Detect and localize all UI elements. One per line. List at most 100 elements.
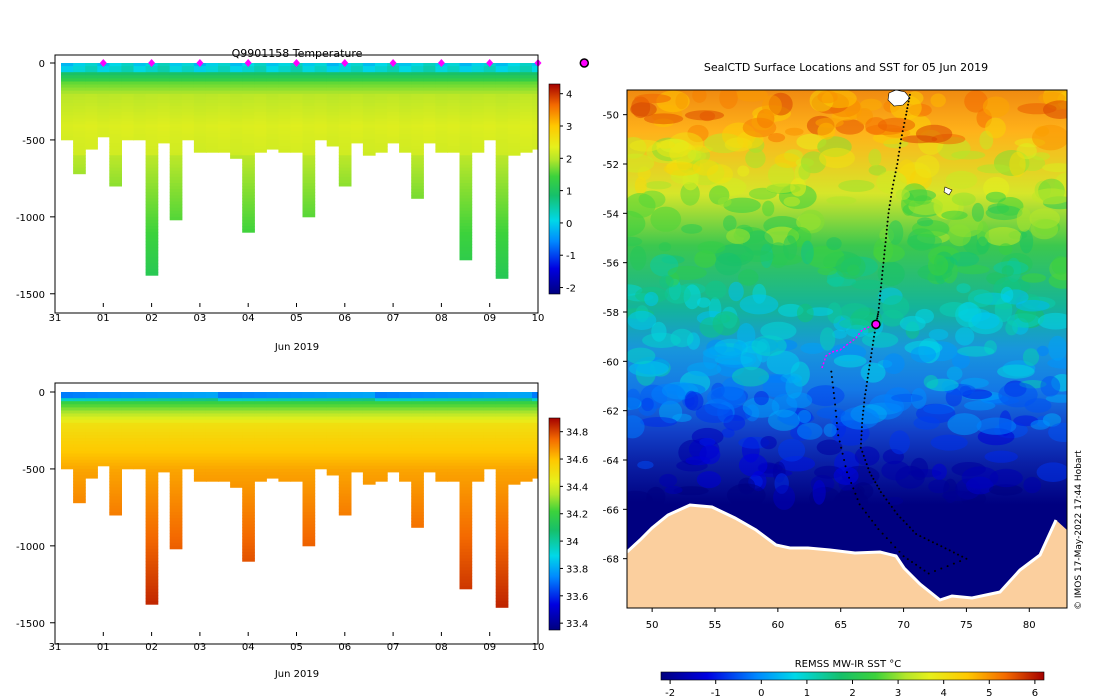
section-cell <box>97 87 110 92</box>
track-point <box>836 428 839 431</box>
section-cell <box>387 75 400 79</box>
section-cell <box>459 158 473 162</box>
section-cell <box>338 72 352 76</box>
section-cell <box>242 176 255 181</box>
section-cell <box>73 69 86 73</box>
section-cell <box>519 459 533 464</box>
section-cell <box>471 121 485 125</box>
section-cell <box>532 139 538 144</box>
section-cell <box>544 404 557 408</box>
section-cell <box>133 106 147 110</box>
section-cell <box>97 78 110 82</box>
section-cell <box>411 459 424 464</box>
section-cell <box>218 146 231 150</box>
section-cell <box>290 407 304 411</box>
track-point <box>852 487 855 490</box>
section-cell <box>375 103 388 107</box>
track-point <box>879 491 882 494</box>
section-cell <box>435 146 449 150</box>
section-cell <box>519 84 533 88</box>
section-cell <box>169 152 183 156</box>
section-cell <box>169 462 183 467</box>
section-cell <box>302 453 316 457</box>
section-cell <box>302 533 316 537</box>
sst-texture-blob <box>967 289 994 308</box>
section-cell <box>73 106 86 110</box>
section-cell <box>218 99 231 104</box>
section-cell <box>254 112 267 116</box>
section-cell <box>326 462 340 467</box>
sst-texture-blob <box>994 297 1013 323</box>
section-cell <box>85 450 98 454</box>
section-cell <box>266 103 279 107</box>
section-cell <box>375 398 388 402</box>
section-cell <box>145 96 159 101</box>
section-cell <box>532 136 538 141</box>
section-cell <box>218 121 231 125</box>
sst-texture-blob <box>882 295 910 319</box>
section-cell <box>205 395 219 399</box>
section-cell <box>568 78 581 82</box>
section-cell <box>254 444 267 448</box>
sst-texture-blob <box>817 90 838 104</box>
x-tick-label: 03 <box>194 313 207 324</box>
section-cell <box>459 155 473 159</box>
section-cell <box>242 124 255 128</box>
section-cell <box>387 93 400 98</box>
track-point <box>965 557 968 560</box>
section-cell <box>556 78 569 82</box>
track-point <box>908 97 911 100</box>
section-cell <box>133 96 147 101</box>
sst-texture-blob <box>1019 229 1034 254</box>
section-cell <box>375 401 388 405</box>
section-cell <box>230 124 243 128</box>
section-cell <box>519 450 533 454</box>
section-cell <box>169 419 183 424</box>
section-cell <box>387 450 400 454</box>
track-point <box>864 393 867 396</box>
section-cell <box>85 456 98 461</box>
section-cell <box>495 453 509 457</box>
temperature-x-axis: 31 01 02 03 04 05 06 07 08 09 10 <box>49 303 544 324</box>
section-cell <box>302 432 316 436</box>
section-cell <box>387 410 400 414</box>
section-cell <box>145 487 159 491</box>
section-cell <box>169 432 183 436</box>
y-tick-label: -50 <box>603 111 619 122</box>
section-cell <box>483 398 497 402</box>
section-cell <box>375 428 388 433</box>
sst-texture-blob <box>971 202 985 222</box>
section-cell <box>73 419 86 424</box>
section-cell <box>242 419 255 424</box>
section-cell <box>507 459 521 464</box>
section-cell <box>242 183 255 187</box>
section-cell <box>507 136 521 141</box>
sst-texture-blob <box>1031 188 1067 205</box>
section-cell <box>483 401 497 405</box>
section-cell <box>290 453 304 457</box>
section-cell <box>218 93 231 98</box>
section-cell <box>423 459 436 464</box>
section-cell <box>568 392 581 396</box>
section-cell <box>435 99 449 104</box>
section-cell <box>109 450 122 454</box>
section-cell <box>495 425 509 430</box>
section-cell <box>519 127 533 132</box>
section-cell <box>290 139 304 144</box>
section-cell <box>169 505 183 510</box>
section-cell <box>459 450 473 454</box>
section-cell <box>73 481 86 485</box>
section-cell <box>242 459 255 464</box>
section-cell <box>85 401 98 405</box>
section-cell <box>447 146 461 150</box>
section-cell <box>266 407 279 411</box>
section-cell <box>314 130 328 135</box>
track-point <box>888 502 891 505</box>
x-tick-label: 04 <box>242 313 255 324</box>
section-cell <box>435 75 449 79</box>
section-cell <box>556 63 569 67</box>
section-cell <box>495 115 509 119</box>
section-cell <box>85 422 98 427</box>
section-cell <box>230 416 243 421</box>
section-cell <box>362 72 376 76</box>
